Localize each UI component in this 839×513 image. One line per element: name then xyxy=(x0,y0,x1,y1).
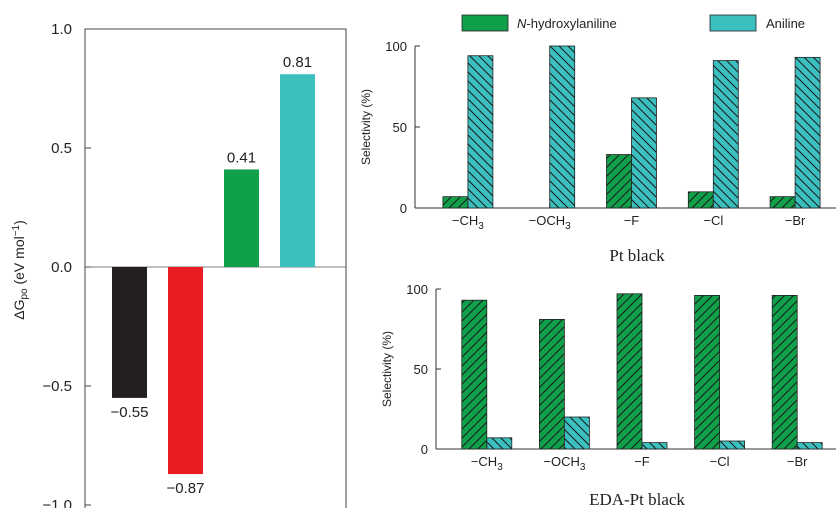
legend-swatch-aniline xyxy=(710,15,756,31)
energy-value-label: −0.87 xyxy=(167,480,205,497)
pt-black-y-tick-label: 100 xyxy=(385,39,407,54)
energy-ylabel-sub: po xyxy=(19,288,30,300)
energy-value-label: 0.81 xyxy=(283,54,312,71)
eda-pt-black-chart: 0 50 100 Selectivity (%) −CH3 −OCH3 −F −Cl −Br xyxy=(380,282,836,473)
eda-pt-black-bar-hydroxylaniline-hatch xyxy=(695,295,720,449)
eda-pt-black-x-tick-label: −F xyxy=(634,454,650,469)
eda-pt-black-x-tick-subscript: 3 xyxy=(497,462,503,473)
legend-label-aniline: Aniline xyxy=(766,16,805,31)
eda-pt-black-y-tick-label: 100 xyxy=(406,282,428,297)
eda-pt-black-x-tick-label: −OCH3 xyxy=(543,454,585,473)
eda-pt-black-y-axis-label: Selectivity (%) xyxy=(380,331,394,407)
energy-bar xyxy=(224,169,259,267)
energy-ylabel-sup: −1 xyxy=(11,224,22,236)
energy-y-tick-label: −0.5 xyxy=(42,378,72,395)
eda-pt-black-x-tick-label: −CH3 xyxy=(471,454,503,473)
pt-black-chart: 0 50 100 Selectivity (%) −CH3 −OCH3 −F −Cl −Br xyxy=(359,39,836,232)
pt-black-bar-aniline-hatch xyxy=(795,57,820,208)
pt-black-bar-aniline-hatch xyxy=(713,61,738,208)
eda-pt-black-bar-aniline-hatch xyxy=(720,441,745,449)
eda-pt-black-x-tick-subscript: 3 xyxy=(580,462,586,473)
eda-pt-black-bar-aniline-hatch xyxy=(564,417,589,449)
pt-black-bar-aniline-hatch xyxy=(632,98,657,208)
energy-ylabel-unit: (eV mol xyxy=(11,236,27,284)
legend-label-hydroxylaniline: N-hydroxylaniline xyxy=(517,16,617,31)
energy-value-label: −0.55 xyxy=(111,404,149,421)
eda-pt-black-bar-hydroxylaniline-hatch xyxy=(772,295,797,449)
eda-pt-black-x-tick-label: −Cl xyxy=(710,454,730,469)
eda-pt-black-y-tick-label: 0 xyxy=(421,442,428,457)
pt-black-bar-aniline-hatch xyxy=(468,56,493,208)
energy-y-axis-label: ΔGpo (eV mol−1) xyxy=(11,220,30,320)
energy-y-tick-label: 1.0 xyxy=(51,21,72,38)
eda-pt-black-bar-aniline-hatch xyxy=(487,438,512,449)
pt-black-y-tick-label: 0 xyxy=(400,201,407,216)
pt-black-y-axis-label: Selectivity (%) xyxy=(359,89,373,165)
pt-black-bar-hydroxylaniline-hatch xyxy=(607,155,632,208)
energy-chart: 1.0 0.5 0.0 −0.5 −1.0 −0.55 −0.87 0.41 0.81 ΔGp… xyxy=(11,21,346,508)
pt-black-x-tick-label: −Br xyxy=(785,213,806,228)
eda-pt-black-bar-hydroxylaniline-hatch xyxy=(539,319,564,449)
pt-black-title: Pt black xyxy=(609,246,665,265)
legend-swatch-hydroxylaniline xyxy=(462,15,508,31)
eda-pt-black-x-tick-label: −Br xyxy=(787,454,808,469)
pt-black-x-tick-label: −F xyxy=(624,213,640,228)
pt-black-bar-hydroxylaniline-hatch xyxy=(443,197,468,208)
pt-black-x-tick-subscript: 3 xyxy=(478,221,484,232)
pt-black-x-tick-label: −Cl xyxy=(703,213,723,228)
eda-pt-black-bar-aniline-hatch xyxy=(642,443,667,449)
energy-ylabel-close: ) xyxy=(11,220,27,225)
energy-y-tick-label: −1.0 xyxy=(42,497,72,508)
pt-black-bar-hydroxylaniline-hatch xyxy=(688,192,713,208)
energy-y-tick-label: 0.5 xyxy=(51,140,72,157)
legend: N-hydroxylaniline Aniline xyxy=(462,15,805,31)
energy-ylabel-prefix: ΔG xyxy=(11,300,27,320)
legend-label-suffix: -hydroxylaniline xyxy=(526,16,616,31)
eda-pt-black-bar-hydroxylaniline-hatch xyxy=(462,300,487,449)
pt-black-x-tick-label: −OCH3 xyxy=(529,213,571,232)
energy-bar xyxy=(280,74,315,267)
eda-pt-black-y-tick-label: 50 xyxy=(414,362,428,377)
energy-y-tick-label: 0.0 xyxy=(51,259,72,276)
pt-black-x-tick-label: −CH3 xyxy=(452,213,484,232)
pt-black-bar-hydroxylaniline-hatch xyxy=(770,197,795,208)
pt-black-bar-aniline-hatch xyxy=(550,46,575,208)
eda-pt-black-bar-aniline-hatch xyxy=(797,443,822,449)
eda-pt-black-title: EDA-Pt black xyxy=(589,490,685,508)
pt-black-x-tick-subscript: 3 xyxy=(565,221,571,232)
energy-value-label: 0.41 xyxy=(227,149,256,166)
pt-black-y-tick-label: 50 xyxy=(393,120,407,135)
energy-bar xyxy=(112,267,147,398)
eda-pt-black-bar-hydroxylaniline-hatch xyxy=(617,294,642,449)
energy-bar xyxy=(168,267,203,474)
